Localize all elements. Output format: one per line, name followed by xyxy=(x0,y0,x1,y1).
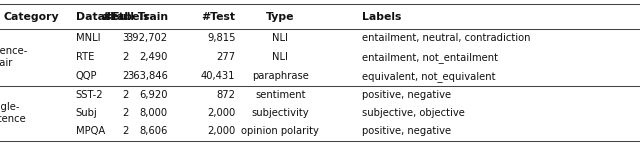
Text: subjectivity: subjectivity xyxy=(252,108,309,118)
Text: 392,702: 392,702 xyxy=(127,33,168,43)
Text: Labels: Labels xyxy=(362,12,401,22)
Text: entailment, neutral, contradiction: entailment, neutral, contradiction xyxy=(362,33,530,43)
Text: 2,000: 2,000 xyxy=(207,108,236,118)
Text: NLI: NLI xyxy=(273,33,288,43)
Text: positive, negative: positive, negative xyxy=(362,126,451,136)
Text: 8,606: 8,606 xyxy=(140,126,168,136)
Text: NLI: NLI xyxy=(273,52,288,62)
Text: MPQA: MPQA xyxy=(76,126,105,136)
Text: sentence-
pair: sentence- pair xyxy=(0,46,28,68)
Text: 3: 3 xyxy=(122,33,129,43)
Text: single-
sentence: single- sentence xyxy=(0,102,26,124)
Text: 277: 277 xyxy=(216,52,236,62)
Text: Category: Category xyxy=(3,12,59,22)
Text: subjective, objective: subjective, objective xyxy=(362,108,465,118)
Text: 2,490: 2,490 xyxy=(140,52,168,62)
Text: 8,000: 8,000 xyxy=(140,108,168,118)
Text: 872: 872 xyxy=(216,90,236,100)
Text: #Full Train: #Full Train xyxy=(102,12,168,22)
Text: 363,846: 363,846 xyxy=(127,71,168,81)
Text: 2: 2 xyxy=(122,126,129,136)
Text: positive, negative: positive, negative xyxy=(362,90,451,100)
Text: 40,431: 40,431 xyxy=(201,71,236,81)
Text: QQP: QQP xyxy=(76,71,97,81)
Text: SST-2: SST-2 xyxy=(76,90,103,100)
Text: 6,920: 6,920 xyxy=(139,90,168,100)
Text: sentiment: sentiment xyxy=(255,90,305,100)
Text: opinion polarity: opinion polarity xyxy=(241,126,319,136)
Text: 2: 2 xyxy=(122,90,129,100)
Text: #Test: #Test xyxy=(202,12,236,22)
Text: equivalent, not_equivalent: equivalent, not_equivalent xyxy=(362,71,495,82)
Text: Dataset: Dataset xyxy=(76,12,124,22)
Text: 2: 2 xyxy=(122,71,129,81)
Text: MNLI: MNLI xyxy=(76,33,100,43)
Text: RTE: RTE xyxy=(76,52,94,62)
Text: #Labels: #Labels xyxy=(101,12,150,22)
Text: paraphrase: paraphrase xyxy=(252,71,308,81)
Text: 2: 2 xyxy=(122,108,129,118)
Text: 2: 2 xyxy=(122,52,129,62)
Text: 2,000: 2,000 xyxy=(207,126,236,136)
Text: Subj: Subj xyxy=(76,108,97,118)
Text: entailment, not_entailment: entailment, not_entailment xyxy=(362,52,498,63)
Text: 9,815: 9,815 xyxy=(207,33,236,43)
Text: Type: Type xyxy=(266,12,294,22)
